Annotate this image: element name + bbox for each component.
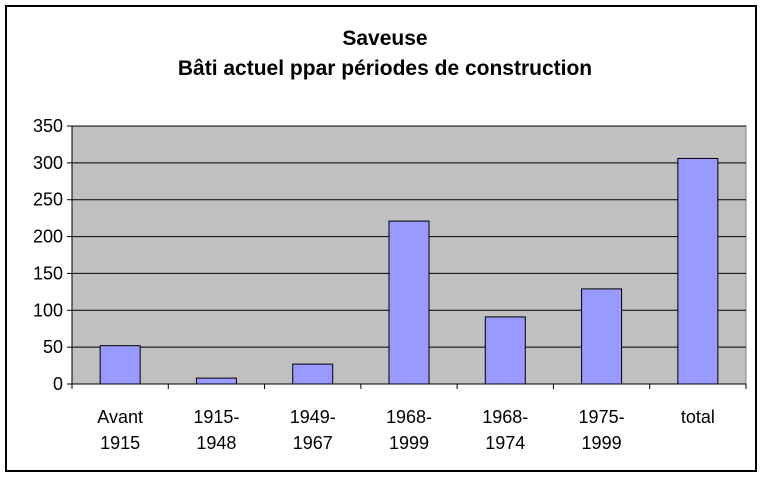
chart-title-line-2: Bâti actuel ppar périodes de constructio… <box>178 57 592 80</box>
x-tick-label: Avant <box>97 407 143 427</box>
y-tick-label: 200 <box>33 227 63 247</box>
bar <box>195 377 237 385</box>
y-tick-label: 0 <box>53 374 63 394</box>
x-tick-label: total <box>681 407 715 427</box>
axes <box>71 126 747 389</box>
bar <box>99 345 141 385</box>
y-tick-label: 250 <box>33 190 63 210</box>
y-tick-label: 50 <box>43 337 63 357</box>
x-tick-label: 1975- <box>579 407 625 427</box>
chart-title-line-1: Saveuse <box>342 27 427 50</box>
x-tick-label: 1974 <box>485 433 525 453</box>
x-tick-label: 1968- <box>482 407 528 427</box>
bar <box>677 157 719 385</box>
x-tick-label: 1968- <box>386 407 432 427</box>
y-tick-label: 100 <box>33 300 63 320</box>
y-tick-label: 350 <box>33 116 63 136</box>
bar <box>388 220 430 385</box>
x-tick-label: 1999 <box>582 433 622 453</box>
x-tick-label: 1999 <box>389 433 429 453</box>
x-tick-label: 1948 <box>196 433 236 453</box>
bar <box>484 316 526 385</box>
x-tick-label: 1915 <box>100 433 140 453</box>
x-tick-label: 1967 <box>293 433 333 453</box>
y-tick-labels: 0 50 100 150 200 250 300 350 <box>33 116 63 394</box>
x-tick-label: 1915- <box>193 407 239 427</box>
x-tick-label: 1949- <box>290 407 336 427</box>
y-tick-label: 150 <box>33 263 63 283</box>
bar <box>292 363 334 385</box>
bar <box>581 288 623 385</box>
y-tick-label: 300 <box>33 153 63 173</box>
bars <box>99 157 719 385</box>
x-tick-labels: Avant 1915 1915- 1948 1949- 1967 1968- 1999 1968… <box>97 407 715 453</box>
